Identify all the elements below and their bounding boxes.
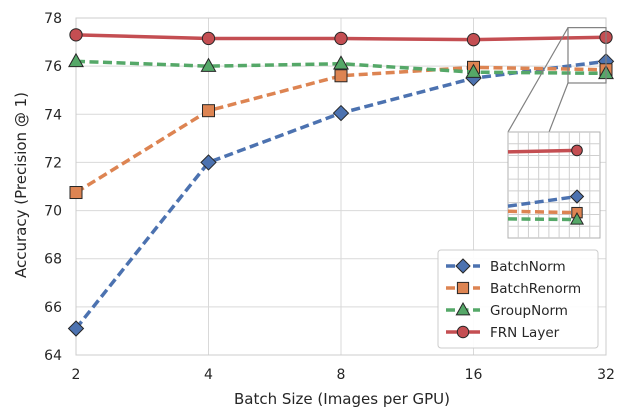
zoom-connector xyxy=(507,27,569,133)
series-layer xyxy=(67,28,615,337)
data-point xyxy=(69,186,83,200)
legend-label: GroupNorm xyxy=(490,303,568,319)
inset-box xyxy=(507,131,601,239)
inset-series-frn-layer xyxy=(507,144,583,157)
x-tick-label: 4 xyxy=(204,367,213,383)
zoom-source-box xyxy=(567,27,607,84)
series-groupnorm xyxy=(68,52,614,80)
inset-series-groupnorm xyxy=(507,212,585,225)
inset-series-batchnorm xyxy=(507,189,585,208)
inset-series-line xyxy=(507,148,578,154)
y-tick-label: 76 xyxy=(44,59,62,75)
x-tick-label: 32 xyxy=(597,367,615,383)
legend-marker xyxy=(456,325,470,339)
legend-marker xyxy=(455,301,471,316)
data-point xyxy=(465,63,482,78)
data-point xyxy=(333,55,349,70)
data-point xyxy=(334,31,348,46)
data-point xyxy=(200,57,217,72)
data-point xyxy=(67,320,85,337)
y-tick-label: 78 xyxy=(44,11,62,27)
y-tick-label: 68 xyxy=(44,252,62,268)
legend-entry-groupnorm: GroupNorm xyxy=(446,301,568,319)
x-tick-label: 8 xyxy=(337,367,346,383)
data-point xyxy=(200,154,217,171)
inset-series-line xyxy=(507,209,578,215)
legend-entry-batchnorm: BatchNorm xyxy=(446,258,566,275)
inset-series-line xyxy=(507,194,578,208)
data-point xyxy=(68,52,84,68)
legend-box xyxy=(437,249,599,349)
data-point xyxy=(201,31,216,46)
y-tick-label: 72 xyxy=(44,155,62,171)
legend-label: BatchNorm xyxy=(490,259,566,275)
y-axis-title: Accuracy (Precision @ 1) xyxy=(12,92,30,278)
inset-data-point xyxy=(569,189,585,204)
data-point xyxy=(466,33,481,47)
y-tick-label: 64 xyxy=(44,348,62,364)
inset-series-line xyxy=(507,217,578,222)
y-tick-label: 66 xyxy=(44,300,62,316)
data-point xyxy=(332,104,350,122)
legend-entry-batchrenorm: BatchRenorm xyxy=(446,281,581,297)
x-tick-label: 16 xyxy=(465,367,483,383)
series-frn-layer xyxy=(69,28,613,47)
data-point xyxy=(69,28,83,42)
legend-label: BatchRenorm xyxy=(490,281,581,297)
inset-data-point xyxy=(571,144,583,157)
legend-marker xyxy=(456,281,470,295)
y-tick-label: 74 xyxy=(44,107,62,123)
legend-entry-frn-layer: FRN Layer xyxy=(446,325,560,341)
tick-labels: 2 4 8 16 32 64 66 68 70 72 74 76 78 xyxy=(44,11,615,383)
legend-marker xyxy=(455,258,471,274)
x-tick-label: 2 xyxy=(72,367,81,383)
inset-data-point xyxy=(569,212,585,225)
data-point xyxy=(334,69,348,83)
legend: BatchNorm BatchRenorm GroupNorm FRN Layer xyxy=(437,249,599,349)
x-axis-title: Batch Size (Images per GPU) xyxy=(234,390,450,408)
data-point xyxy=(202,104,215,118)
y-tick-label: 70 xyxy=(44,204,62,220)
legend-label: FRN Layer xyxy=(490,325,560,341)
zoom-inset xyxy=(507,27,607,239)
